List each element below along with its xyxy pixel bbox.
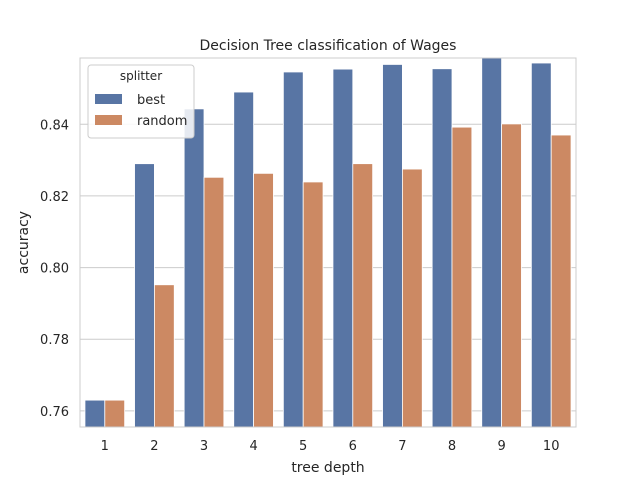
bar-best-7 xyxy=(382,64,403,428)
bar-random-9 xyxy=(501,123,522,428)
y-tick-label: 0.76 xyxy=(40,405,69,420)
y-tick-label: 0.82 xyxy=(40,190,69,205)
x-tick-label: 5 xyxy=(299,439,307,454)
bar-best-1 xyxy=(84,399,106,428)
bar-random-6 xyxy=(352,163,374,428)
bar-random-2 xyxy=(153,284,175,428)
chart-title: Decision Tree classification of Wages xyxy=(200,38,457,54)
x-tick-label: 6 xyxy=(349,439,357,454)
legend-label-random: random xyxy=(137,114,187,129)
x-tick-label: 9 xyxy=(497,439,505,454)
y-tick-labels: 0.76 0.78 0.80 0.82 0.84 xyxy=(40,118,69,420)
x-tick-label: 10 xyxy=(543,439,560,454)
x-tick-label: 4 xyxy=(249,439,257,454)
x-tick-label: 1 xyxy=(101,439,109,454)
bar-best-4 xyxy=(233,91,254,428)
bar-best-10 xyxy=(530,62,552,428)
legend-swatch-random xyxy=(95,115,122,125)
bar-random-8 xyxy=(451,126,473,428)
legend-swatch-best xyxy=(95,94,122,104)
legend: splitter best random xyxy=(87,64,195,139)
bar-random-3 xyxy=(203,176,225,428)
bar-best-5 xyxy=(282,71,304,428)
bar-random-10 xyxy=(550,134,572,428)
x-tick-label: 7 xyxy=(398,439,406,454)
x-tick-label: 2 xyxy=(150,439,158,454)
legend-label-best: best xyxy=(137,93,165,108)
y-tick-label: 0.84 xyxy=(40,118,69,133)
bar-best-3 xyxy=(183,108,205,428)
bar-best-9 xyxy=(481,56,503,428)
bar-random-5 xyxy=(302,181,324,428)
x-axis-label: tree depth xyxy=(291,460,364,476)
legend-title: splitter xyxy=(120,69,162,83)
bar-random-4 xyxy=(253,172,274,428)
bar-random-7 xyxy=(401,168,423,428)
y-tick-label: 0.78 xyxy=(40,333,69,348)
x-tick-label: 3 xyxy=(200,439,208,454)
bar-best-6 xyxy=(332,68,354,428)
y-axis-label: accuracy xyxy=(16,211,32,274)
x-tick-label: 8 xyxy=(448,439,456,454)
plot-frame xyxy=(79,57,577,428)
bar-best-2 xyxy=(134,163,155,428)
x-tick-labels: 1 2 3 4 5 6 7 8 9 10 xyxy=(101,439,560,454)
bar-best-8 xyxy=(431,68,453,428)
y-tick-label: 0.80 xyxy=(40,262,69,277)
bar-random-1 xyxy=(104,399,126,428)
